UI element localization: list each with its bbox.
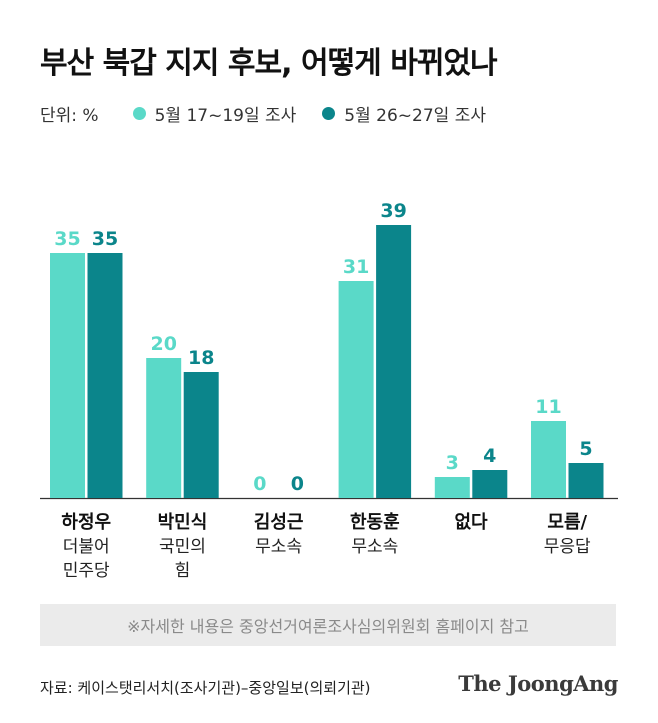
data-label-2-4: 39 <box>380 200 406 222</box>
data-label-2-1: 35 <box>92 228 118 250</box>
legend-swatch-series2 <box>322 107 336 120</box>
bar-2-1 <box>87 253 123 498</box>
category-party: 힘 <box>174 561 191 581</box>
bar-1-2 <box>146 358 182 498</box>
bar-2-5 <box>472 470 508 498</box>
category-name: 한동훈 <box>350 512 400 533</box>
legend-swatch-series1 <box>132 107 146 120</box>
data-label-1-4: 31 <box>343 256 369 278</box>
data-label-1-2: 20 <box>150 333 176 355</box>
category-name: 박민식 <box>157 512 208 533</box>
data-label-1-1: 35 <box>54 228 80 250</box>
category-party: 무소속 <box>351 537 399 557</box>
category-party: 국민의 <box>158 537 206 557</box>
legend-item-series1: 5월 17~19일 조사 <box>132 101 297 126</box>
bar-1-4 <box>338 281 374 498</box>
data-label-2-2: 18 <box>188 347 214 369</box>
category-party: 민주당 <box>62 561 110 581</box>
category-6: 모름/무응답 <box>512 511 622 559</box>
category-party: 무소속 <box>255 537 303 557</box>
unit-label: 단위: % <box>40 106 99 126</box>
data-label-2-6: 5 <box>579 438 592 460</box>
legend-label-series2: 5월 26~27일 조사 <box>344 106 486 126</box>
bar-2-2 <box>183 372 219 498</box>
category-5: 없다 <box>416 511 526 535</box>
category-name: 김성근 <box>253 512 304 533</box>
category-party: 더불어 <box>62 537 110 557</box>
data-label-2-5: 4 <box>483 445 496 467</box>
data-label-1-6: 11 <box>535 396 561 418</box>
bar-2-4 <box>376 225 412 498</box>
category-name: 하정우 <box>61 512 112 533</box>
bar-1-1 <box>50 253 85 498</box>
publisher-logo: The JoongAng <box>458 671 618 696</box>
source-text: 자료: 케이스탯리서치(조사기관)–중앙일보(의뢰기관) <box>40 679 371 697</box>
data-label-2-3: 0 <box>291 473 304 495</box>
legend-item-series2: 5월 26~27일 조사 <box>322 101 486 126</box>
legend: 단위: % 5월 17~19일 조사 5월 26~27일 조사 <box>40 101 512 126</box>
data-label-1-5: 3 <box>446 452 459 474</box>
data-label-1-3: 0 <box>253 473 266 495</box>
category-party: 무응답 <box>543 537 591 557</box>
bar-2-6 <box>568 463 604 498</box>
legend-label-series1: 5월 17~19일 조사 <box>154 106 297 126</box>
category-name: 모름/ <box>547 512 588 533</box>
category-name: 없다 <box>454 512 488 533</box>
note-box: ※자세한 내용은 중앙선거여론조사심의위원회 홈페이지 참고 <box>40 604 616 646</box>
chart-title: 부산 북갑 지지 후보, 어떻게 바뀌었나 <box>40 46 498 81</box>
bar-1-6 <box>531 421 566 498</box>
bar-1-5 <box>434 477 470 498</box>
